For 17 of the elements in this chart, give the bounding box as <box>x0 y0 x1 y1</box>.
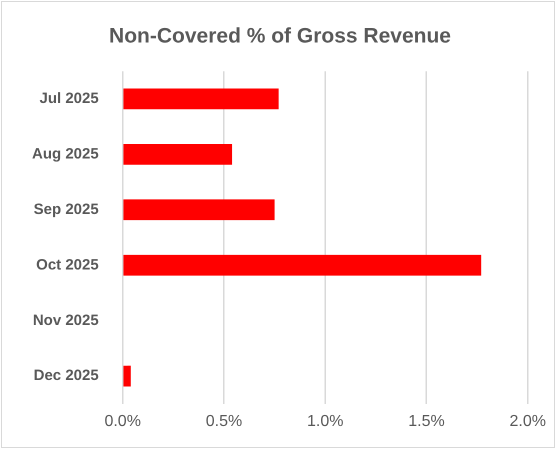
y-tick-label: Jul 2025 <box>39 90 99 108</box>
x-tick-label: 0.0% <box>104 412 141 430</box>
x-tick-label: 2.0% <box>510 412 546 430</box>
y-tick-label: Oct 2025 <box>36 256 99 274</box>
x-tick-label: 1.0% <box>306 412 344 430</box>
bar <box>123 88 279 110</box>
y-tick-label: Sep 2025 <box>34 200 99 218</box>
y-tick-label: Dec 2025 <box>34 367 99 384</box>
y-tick-label: Aug 2025 <box>32 145 99 162</box>
x-tick-label: 0.5% <box>206 412 242 430</box>
bar <box>123 366 131 386</box>
bar <box>123 199 275 220</box>
y-tick-label: Nov 2025 <box>32 312 99 329</box>
chart-title: Non-Covered % of Gross Revenue <box>109 24 451 48</box>
bar <box>123 144 232 165</box>
x-tick-label: 1.5% <box>408 412 445 430</box>
bar <box>123 254 482 276</box>
